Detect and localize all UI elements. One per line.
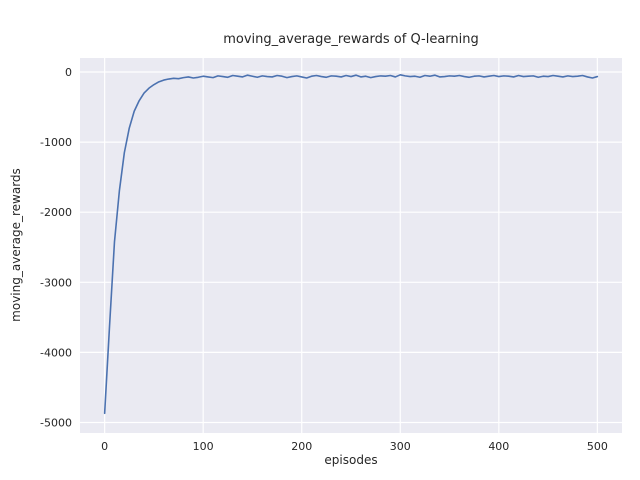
x-tick-labels: 0 100 200 300 400 500 — [101, 440, 608, 453]
y-tick-label: 0 — [65, 66, 72, 79]
series-line — [103, 74, 599, 415]
y-tick-label: -5000 — [40, 416, 72, 429]
line-moving_average_rewards — [103, 74, 599, 415]
y-axis-label: moving_average_rewards — [9, 168, 23, 322]
axes-background — [80, 58, 622, 433]
x-tick-label: 200 — [291, 440, 312, 453]
y-tick-label: -1000 — [40, 136, 72, 149]
grid-lines — [80, 58, 622, 433]
y-tick-label: -2000 — [40, 206, 72, 219]
chart-title: moving_average_rewards of Q-learning — [223, 32, 479, 47]
y-tick-label: -4000 — [40, 346, 72, 359]
x-axis-label: episodes — [324, 453, 378, 467]
axes-rect — [80, 58, 622, 433]
x-tick-label: 400 — [488, 440, 509, 453]
y-tick-labels: 0 -1000 -2000 -3000 -4000 -5000 — [40, 66, 72, 429]
y-tick-label: -3000 — [40, 276, 72, 289]
x-tick-label: 300 — [390, 440, 411, 453]
x-tick-label: 0 — [101, 440, 108, 453]
x-tick-label: 100 — [193, 440, 214, 453]
x-tick-label: 500 — [587, 440, 608, 453]
